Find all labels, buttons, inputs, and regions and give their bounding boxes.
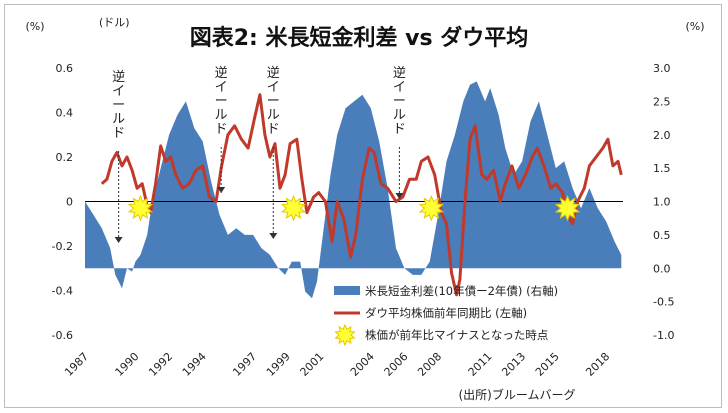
series-area-spread <box>85 81 622 299</box>
chart-svg: 図表2: 米長短金利差 vs ダウ平均 (%) (ドル) (%) 逆イールド逆イ… <box>25 16 704 402</box>
right-tick-label: 2.0 <box>653 129 671 142</box>
left-tick-label: 0.2 <box>56 151 74 164</box>
annotation-arrow-head <box>395 193 404 199</box>
annotation-char: ー <box>393 94 406 109</box>
chart-frame: 図表2: 米長短金利差 vs ダウ平均 (%) (ドル) (%) 逆イールド逆イ… <box>4 4 722 408</box>
right-tick-label: 0.0 <box>653 262 671 275</box>
right-tick-label: 0.5 <box>653 229 671 242</box>
left-axis-unit: (%) <box>25 20 44 33</box>
annotation-char: イ <box>393 80 406 95</box>
annotation-char: イ <box>112 84 125 99</box>
annotation-arrow-head <box>269 233 278 239</box>
left-tick-label: -0.4 <box>52 285 73 298</box>
chart-title: 図表2: 米長短金利差 vs ダウ平均 <box>190 25 529 51</box>
x-tick-label: 2006 <box>382 350 411 379</box>
right-tick-label: -1.0 <box>653 329 674 342</box>
annotation-char: ー <box>112 98 125 113</box>
left-axis-unit-dollar: (ドル) <box>99 16 130 29</box>
annotation-char: 逆 <box>112 69 125 85</box>
annotation-char: イ <box>215 80 228 95</box>
legend: 米長短金利差(10年債ー2年債) (右軸) ダウ平均株価前年同期比 (左軸) 株… <box>334 284 558 347</box>
right-tick-label: 1.5 <box>653 162 671 175</box>
annotation-char: ル <box>267 108 280 123</box>
legend-swatch-spread <box>334 286 360 295</box>
source-note: (出所)ブルームバーグ <box>458 387 575 402</box>
marker-star-2 <box>418 194 445 222</box>
right-tick-label: 1.0 <box>653 196 671 209</box>
right-tick-label: 3.0 <box>653 62 671 75</box>
x-tick-label: 2015 <box>533 350 562 379</box>
right-tick-label: 2.5 <box>653 95 671 108</box>
annotation-char: ー <box>215 94 228 109</box>
legend-swatch-marker <box>334 323 356 347</box>
legend-label-dow: ダウ平均株価前年同期比 (左軸) <box>365 306 527 320</box>
right-tick-label: -0.5 <box>653 296 674 309</box>
left-tick-label: 0.6 <box>56 62 74 75</box>
annotation-char: ド <box>393 122 406 137</box>
left-tick-label: 0.4 <box>56 107 74 120</box>
annotation-char: イ <box>267 80 280 95</box>
legend-label-marker: 株価が前年比マイナスとなった時点 <box>365 328 548 342</box>
left-tick-label: -0.6 <box>52 329 73 342</box>
annotation-char: ル <box>215 108 228 123</box>
plot-area <box>85 81 623 299</box>
x-tick-label: 1990 <box>113 350 142 379</box>
x-tick-label: 2008 <box>415 350 444 379</box>
annotation-char: ル <box>393 108 406 123</box>
x-tick-label: 1999 <box>264 350 293 379</box>
x-tick-label: 1994 <box>180 350 209 379</box>
left-tick-label: 0 <box>66 196 73 209</box>
annotation-char: ド <box>215 122 228 137</box>
x-tick-label: 2011 <box>466 350 495 379</box>
marker-star-0 <box>127 194 154 222</box>
right-axis-unit: (%) <box>685 20 704 33</box>
x-tick-label: 1987 <box>62 350 91 379</box>
annotation-char: ル <box>112 112 125 127</box>
x-tick-label: 1992 <box>146 350 175 379</box>
x-tick-label: 2018 <box>583 350 612 379</box>
x-tick-label: 1997 <box>230 350 259 379</box>
x-tick-label: 2001 <box>298 350 327 379</box>
left-tick-label: -0.2 <box>52 240 73 253</box>
annotation-char: ド <box>267 122 280 137</box>
series-line-dow <box>100 93 623 297</box>
legend-label-spread: 米長短金利差(10年債ー2年債) (右軸) <box>365 284 558 298</box>
annotation-char: ー <box>267 94 280 109</box>
annotation-char: 逆 <box>215 65 228 81</box>
annotation-char: 逆 <box>393 65 406 81</box>
x-tick-label: 2004 <box>348 350 377 379</box>
marker-star-1 <box>280 194 307 222</box>
annotation-arrow-head <box>114 237 123 243</box>
annotation-arrow-head <box>217 187 226 193</box>
marker-star-3 <box>554 194 581 222</box>
x-tick-label: 2013 <box>499 350 528 379</box>
annotation-char: 逆 <box>267 65 280 81</box>
annotation-char: ド <box>112 126 125 141</box>
